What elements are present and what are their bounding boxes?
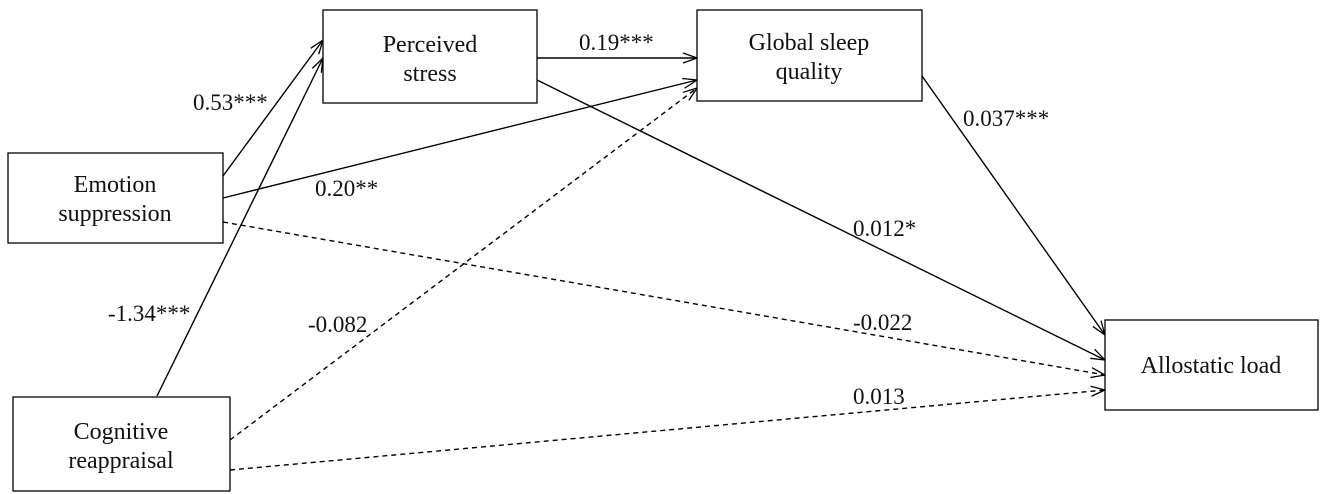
node-cognitive-reappraisal-line-2: reappraisal bbox=[68, 448, 174, 474]
arrow-reappraisal-to-sleep bbox=[229, 88, 697, 441]
arrow-emotion-to-sleep bbox=[222, 80, 697, 199]
coef-emotion-to-stress: 0.53*** bbox=[193, 90, 268, 115]
arrow-emotion-to-stress bbox=[222, 40, 323, 177]
node-global-sleep-quality-line-1: Global sleep bbox=[749, 30, 870, 56]
coef-reappraisal-to-stress: -1.34*** bbox=[108, 301, 190, 326]
node-allostatic-load: Allostatic load bbox=[1104, 319, 1319, 411]
node-perceived-stress-line-1: Perceived bbox=[383, 32, 478, 58]
node-global-sleep-quality: Global sleep quality bbox=[696, 9, 923, 102]
coef-emotion-to-sleep: 0.20** bbox=[315, 176, 378, 201]
coef-stress-to-sleep: 0.19*** bbox=[579, 30, 654, 55]
coef-reappraisal-to-allostatic: 0.013 bbox=[853, 384, 905, 409]
coef-reappraisal-to-sleep: -0.082 bbox=[308, 312, 367, 337]
arrow-reappraisal-to-allostatic bbox=[229, 390, 1105, 471]
node-global-sleep-quality-line-2: quality bbox=[776, 59, 843, 85]
node-allostatic-load-line-1: Allostatic load bbox=[1141, 353, 1282, 379]
arrow-stress-to-allostatic bbox=[536, 79, 1105, 360]
node-emotion-suppression: Emotion suppression bbox=[7, 152, 224, 244]
node-perceived-stress: Perceived stress bbox=[322, 9, 538, 104]
arrow-sleep-to-allostatic bbox=[921, 75, 1105, 335]
node-cognitive-reappraisal: Cognitive reappraisal bbox=[12, 396, 231, 492]
node-cognitive-reappraisal-line-1: Cognitive bbox=[74, 419, 169, 445]
arrow-emotion-to-allostatic bbox=[222, 221, 1105, 375]
node-emotion-suppression-line-1: Emotion bbox=[74, 172, 157, 198]
coef-stress-to-allostatic: 0.012* bbox=[853, 216, 916, 241]
arrow-reappraisal-to-stress bbox=[156, 58, 323, 397]
coef-emotion-to-allostatic: -0.022 bbox=[853, 310, 912, 335]
coef-sleep-to-allostatic: 0.037*** bbox=[963, 106, 1049, 131]
node-emotion-suppression-line-2: suppression bbox=[58, 201, 171, 227]
node-perceived-stress-line-2: stress bbox=[403, 61, 456, 87]
